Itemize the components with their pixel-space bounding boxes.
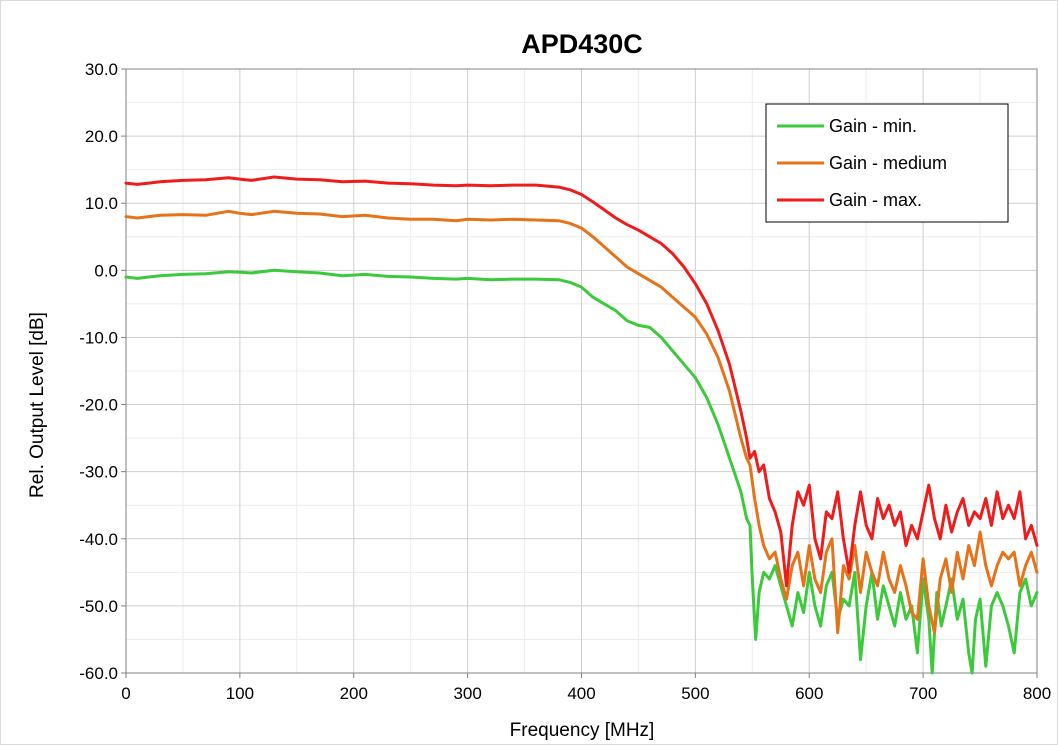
y-tick-label: -20.0 (79, 396, 118, 415)
x-axis-title: Frequency [MHz] (510, 720, 655, 741)
x-tick-label: 400 (567, 684, 595, 703)
x-tick-label: 300 (453, 684, 481, 703)
y-axis-title: Rel. Output Level [dB] (27, 312, 48, 498)
chart-title: APD430C (521, 29, 643, 59)
legend-label: Gain - medium (829, 153, 947, 173)
y-tick-label: -50.0 (79, 597, 118, 616)
y-tick-label: -40.0 (79, 530, 118, 549)
y-tick-label: 10.0 (85, 194, 118, 213)
legend-label: Gain - max. (829, 190, 922, 210)
legend: Gain - min. Gain - medium Gain - max. (765, 103, 1009, 223)
y-tick-label: 20.0 (85, 127, 118, 146)
y-tick-label: 30.0 (85, 60, 118, 79)
legend-label: Gain - min. (829, 116, 917, 136)
x-tick-label: 200 (340, 684, 368, 703)
series-layer (124, 175, 1039, 675)
x-tick-label: 800 (1023, 684, 1051, 703)
y-tick-label: -30.0 (79, 463, 118, 482)
y-tick-label: 0.0 (94, 261, 118, 280)
x-tick-label: 600 (795, 684, 823, 703)
tick-layer: 0 100 200 300 400 500 600 700 800 -60.0 -50.0 -40.0… (79, 60, 1051, 703)
x-tick-label: 0 (121, 684, 130, 703)
y-tick-label: -10.0 (79, 328, 118, 347)
x-tick-label: 700 (909, 684, 937, 703)
y-tick-label: -60.0 (79, 664, 118, 683)
series-line-2 (124, 209, 1039, 635)
series-line-3 (124, 175, 1039, 588)
x-tick-label: 100 (226, 684, 254, 703)
series-line-1 (124, 268, 1039, 675)
x-tick-label: 500 (681, 684, 709, 703)
